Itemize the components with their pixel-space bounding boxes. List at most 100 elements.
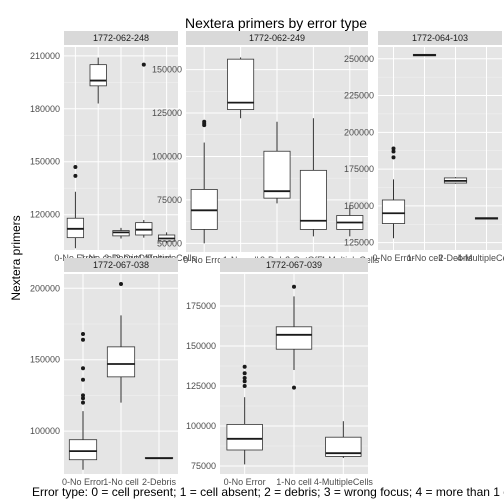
- x-tick-label: 1-No cell: [407, 253, 443, 263]
- outlier-point: [81, 400, 85, 405]
- box-group: [135, 62, 153, 238]
- box-group: [381, 146, 406, 239]
- box-iqr: [89, 64, 107, 87]
- box-group: [227, 57, 255, 119]
- outlier-point: [202, 119, 207, 124]
- box-group: [299, 118, 327, 237]
- box-iqr: [381, 199, 406, 224]
- box-group: [112, 227, 130, 239]
- x-tick-label: 2-Debris: [142, 477, 177, 487]
- outlier-point: [141, 62, 146, 67]
- outlier-point: [242, 364, 247, 369]
- box-iqr: [106, 346, 136, 378]
- box-group: [68, 332, 98, 470]
- y-tick-label: 125000: [344, 238, 374, 248]
- y-tick-label: 175000: [344, 164, 374, 174]
- facet-strip: [186, 31, 368, 45]
- box-group: [66, 165, 85, 249]
- box-group: [263, 121, 291, 204]
- x-tick-label: 1-No cell: [103, 477, 139, 487]
- chart-title: Nextera primers by error type: [185, 15, 367, 31]
- y-tick-label: 75000: [191, 461, 216, 471]
- y-tick-label: 100000: [186, 421, 216, 431]
- facet-grid: 1772-062-248 120000 150000 180000 210000 0-No…: [30, 31, 504, 487]
- x-axis-label: Error type: 0 = cell present; 1 = cell a…: [32, 485, 504, 499]
- box-group: [412, 53, 437, 57]
- x-tick-label: 0-No Error: [224, 477, 266, 487]
- y-tick-label: 125000: [186, 381, 216, 391]
- outlier-point: [292, 385, 296, 390]
- x-tick-label: 0-No Error: [183, 255, 225, 265]
- y-tick-label: 180000: [30, 104, 60, 114]
- y-tick-label: 150000: [344, 201, 374, 211]
- box-group: [226, 364, 263, 465]
- facet-strip-label: 1772-067-039: [266, 260, 322, 270]
- y-tick-label: 50000: [157, 238, 182, 248]
- box-group: [89, 57, 107, 104]
- y-tick-label: 120000: [30, 210, 60, 220]
- facet-strip: [64, 258, 178, 272]
- box-iqr: [299, 169, 327, 230]
- y-tick-label: 150000: [30, 355, 60, 365]
- outlier-point: [119, 282, 123, 286]
- outlier-point: [292, 284, 296, 289]
- facet-strip: [220, 258, 368, 272]
- y-tick-label: 175000: [186, 301, 216, 311]
- box-group: [336, 205, 364, 237]
- y-tick-label: 75000: [157, 195, 182, 205]
- outlier-point: [242, 371, 247, 376]
- y-tick-label: 200000: [344, 127, 374, 137]
- y-tick-label: 150000: [186, 341, 216, 351]
- outlier-point: [391, 146, 396, 151]
- y-tick-label: 150000: [30, 157, 60, 167]
- outlier-point: [73, 165, 78, 170]
- y-tick-label: 200000: [30, 283, 60, 293]
- facet-panel: 1772-067-039 75000 100000 125000 150000 17500…: [186, 258, 373, 487]
- y-tick-label: 150000: [152, 65, 182, 75]
- outlier-point: [242, 384, 247, 388]
- box-iqr: [325, 436, 362, 457]
- y-tick-label: 210000: [30, 51, 60, 61]
- y-axis-label: Nextera primers: [9, 215, 23, 300]
- facet-strip-label: 1772-062-249: [249, 33, 305, 43]
- x-tick-label: 0-No Error: [372, 253, 414, 263]
- outlier-point: [81, 393, 85, 398]
- box-group: [474, 217, 499, 220]
- facet-panel: 1772-062-2481200001500001800002100000-No…: [30, 31, 197, 263]
- x-tick-label: 2-Debris: [438, 253, 473, 263]
- outlier-point: [81, 377, 85, 382]
- box-group: [190, 119, 218, 244]
- box-group: [144, 457, 174, 460]
- box-iqr: [227, 58, 255, 110]
- box-iqr: [275, 326, 313, 350]
- y-tick-label: 250000: [344, 54, 374, 64]
- x-tick-label: 0-No Error: [62, 477, 104, 487]
- box-group: [157, 232, 176, 243]
- outlier-point: [391, 149, 396, 154]
- box-iqr: [68, 439, 98, 461]
- outlier-point: [81, 337, 85, 342]
- facet-panel: 1772-064-103 125000 150000 175000 200000 2250…: [344, 31, 504, 263]
- y-tick-label: 225000: [344, 91, 374, 101]
- box-group: [275, 284, 313, 390]
- box-group: [443, 177, 468, 184]
- y-tick-label: 125000: [152, 108, 182, 118]
- box-group: [106, 282, 136, 403]
- outlier-point: [391, 155, 396, 160]
- y-tick-label: 100000: [152, 151, 182, 161]
- facet-strip-label: 1772-067-038: [93, 260, 149, 270]
- x-tick-label: 4-MultipleCells: [457, 253, 504, 263]
- outlier-point: [73, 173, 78, 178]
- outlier-point: [81, 366, 85, 371]
- outlier-point: [81, 396, 85, 401]
- outlier-point: [242, 379, 247, 384]
- facet-panel: 1772-062-249 50000 75000 100000 125000 150000…: [152, 31, 380, 265]
- facet-strip-label: 1772-062-248: [93, 33, 149, 43]
- facet-strip-label: 1772-064-103: [412, 33, 468, 43]
- x-tick-label: 1-No cell: [276, 477, 312, 487]
- facet-panel: 1772-067-038 100000 150000 200000 0-No Error…: [30, 258, 178, 487]
- box-group: [325, 421, 362, 458]
- y-tick-label: 100000: [30, 426, 60, 436]
- outlier-point: [242, 376, 247, 380]
